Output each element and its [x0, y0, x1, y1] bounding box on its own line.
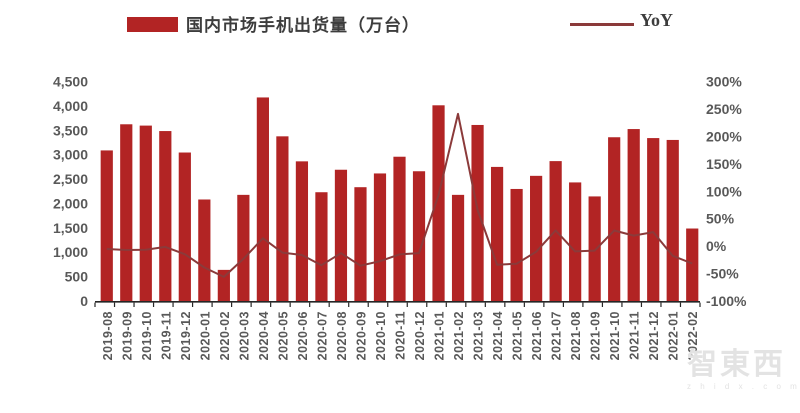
shipment-bar — [354, 187, 367, 301]
shipment-bar — [608, 137, 621, 301]
right-axis-tick-label: 0% — [706, 238, 727, 254]
shipment-bar — [627, 129, 640, 301]
shipment-bar — [510, 188, 523, 301]
right-axis-tick-label: 50% — [706, 211, 735, 227]
shipment-bar — [393, 156, 406, 301]
x-axis-category-label: 2019-11 — [159, 311, 173, 360]
x-axis-category-label: 2020-11 — [394, 311, 408, 360]
x-axis-category-label: 2020-04 — [257, 311, 271, 360]
right-axis-tick-label: -100% — [706, 293, 747, 309]
right-axis-tick-label: 150% — [706, 156, 742, 172]
shipment-bar — [276, 136, 289, 301]
shipment-bar — [178, 152, 191, 301]
left-axis-tick-label: 1,500 — [53, 220, 88, 236]
shipment-bar — [100, 150, 113, 301]
left-axis-tick-label: 1,000 — [53, 244, 88, 260]
x-axis-category-label: 2020-07 — [315, 311, 329, 360]
x-axis-category-label: 2021-08 — [569, 311, 583, 360]
x-axis-category-label: 2021-12 — [647, 311, 661, 360]
left-axis-tick-label: 3,000 — [53, 147, 88, 163]
left-axis-tick-label: 2,000 — [53, 195, 88, 211]
shipment-bar — [666, 139, 679, 301]
left-axis-tick-label: 0 — [80, 293, 88, 309]
x-axis-category-label: 2021-03 — [472, 311, 486, 360]
shipment-bar — [588, 196, 601, 301]
shipment-bar — [490, 166, 504, 301]
x-axis-category-label: 2021-04 — [491, 311, 505, 360]
bar-series-swatch — [127, 17, 178, 32]
x-axis-category-label: 2020-01 — [198, 311, 212, 360]
shipment-bar — [198, 199, 211, 301]
right-axis-tick-label: -50% — [706, 266, 739, 282]
x-axis-category-label: 2019-12 — [179, 311, 193, 360]
shipment-bar — [471, 124, 484, 302]
x-axis-category-label: 2021-07 — [550, 311, 564, 360]
x-axis-category-label: 2020-06 — [296, 311, 310, 360]
x-axis-category-label: 2021-09 — [589, 311, 603, 360]
x-axis-category-label: 2020-02 — [218, 311, 232, 360]
yoy-line — [106, 112, 693, 278]
line-series-swatch — [570, 23, 634, 26]
x-axis-category-label: 2022-01 — [667, 311, 681, 360]
x-axis-category-label: 2020-10 — [374, 311, 388, 360]
chart-legend: 国内市场手机出货量（万台） YoY — [0, 0, 800, 44]
shipment-bar — [334, 169, 348, 301]
right-axis-tick-label: 300% — [706, 74, 742, 90]
shipment-bar — [451, 194, 465, 301]
shipment-bar — [237, 194, 250, 301]
x-axis-category-label: 2019-10 — [140, 311, 154, 360]
shipment-bar — [139, 125, 152, 301]
x-axis-category-label: 2020-03 — [237, 311, 251, 360]
x-axis-category-label: 2022-02 — [686, 311, 700, 360]
x-axis-category-label: 2021-11 — [628, 311, 642, 360]
shipment-bar — [159, 131, 172, 301]
shipment-bar — [412, 171, 426, 301]
shipment-bar — [315, 192, 328, 301]
left-axis-tick-label: 2,500 — [53, 171, 88, 187]
right-axis-tick-label: 250% — [706, 101, 742, 117]
shipment-bar — [120, 124, 133, 301]
right-axis-tick-label: 100% — [706, 183, 742, 199]
right-axis-tick-label: 200% — [706, 128, 742, 144]
shipment-bar — [217, 269, 230, 301]
shipment-bar — [256, 97, 269, 301]
x-axis-category-label: 2020-12 — [413, 311, 427, 360]
x-axis-category-label: 2019-08 — [101, 311, 115, 360]
shipment-bar — [373, 173, 387, 301]
x-axis-category-label: 2020-08 — [335, 311, 349, 360]
x-axis-category-label: 2021-05 — [511, 311, 525, 360]
shipment-bar — [569, 182, 582, 301]
shipment-bar — [647, 138, 660, 301]
x-axis-category-label: 2021-06 — [530, 311, 544, 360]
x-axis-category-label: 2021-10 — [608, 311, 622, 360]
x-axis-category-label: 2019-09 — [120, 311, 134, 360]
shipment-bar — [432, 105, 445, 301]
bar-series-label: 国内市场手机出货量（万台） — [186, 16, 420, 35]
x-axis-category-label: 2020-05 — [276, 311, 290, 360]
left-axis-tick-label: 4,500 — [53, 74, 88, 90]
left-axis-tick-label: 3,500 — [53, 122, 88, 138]
shipment-bar — [530, 175, 543, 301]
x-axis-category-label: 2021-02 — [452, 311, 466, 360]
line-series-label: YoY — [640, 10, 674, 30]
left-axis-tick-label: 4,000 — [53, 98, 88, 114]
shipment-bar — [686, 228, 699, 301]
x-axis-category-label: 2021-01 — [433, 311, 447, 360]
x-axis-category-label: 2020-09 — [354, 311, 368, 360]
left-axis-tick-label: 500 — [65, 269, 89, 285]
shipment-bar — [295, 161, 309, 301]
